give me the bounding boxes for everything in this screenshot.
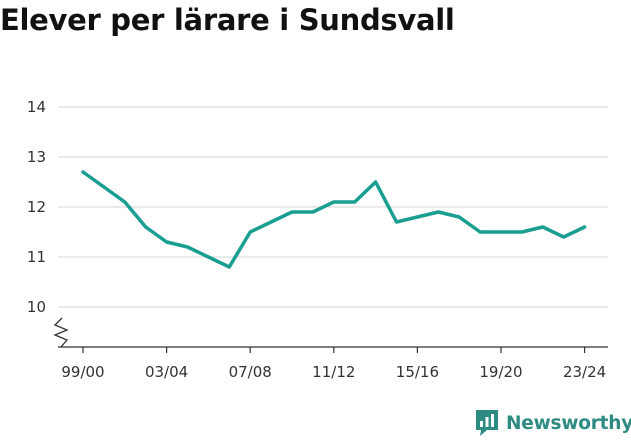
x-tick-label: 11/12 — [312, 363, 355, 381]
y-tick-label: 12 — [27, 198, 46, 216]
newsworthy-logo-icon — [476, 410, 498, 436]
x-tick-label: 19/20 — [479, 363, 522, 381]
series-line — [81, 170, 587, 269]
y-tick-label: 13 — [27, 148, 46, 166]
x-tick-label: 23/24 — [563, 363, 606, 381]
newsworthy-logo: Newsworthy — [474, 405, 631, 441]
axis-break-icon — [53, 317, 69, 348]
x-tick-label: 15/16 — [396, 363, 439, 381]
y-tick-label: 10 — [27, 298, 46, 316]
x-tick-label: 03/04 — [145, 363, 188, 381]
brand-name: Newsworthy — [506, 412, 631, 434]
y-axis-ticks: 10 11 12 13 14 — [27, 98, 46, 316]
series-group — [81, 170, 587, 269]
chart-title: Elever per lärare i Sundsvall — [0, 3, 455, 37]
x-tick-label: 99/00 — [61, 363, 104, 381]
gridlines — [58, 106, 608, 308]
x-tick-label: 07/08 — [229, 363, 272, 381]
y-tick-label: 11 — [27, 248, 46, 266]
y-tick-label: 14 — [27, 98, 46, 116]
x-axis-ticks: 99/00 03/04 07/08 11/12 15/16 19/20 23/24 — [61, 347, 606, 381]
